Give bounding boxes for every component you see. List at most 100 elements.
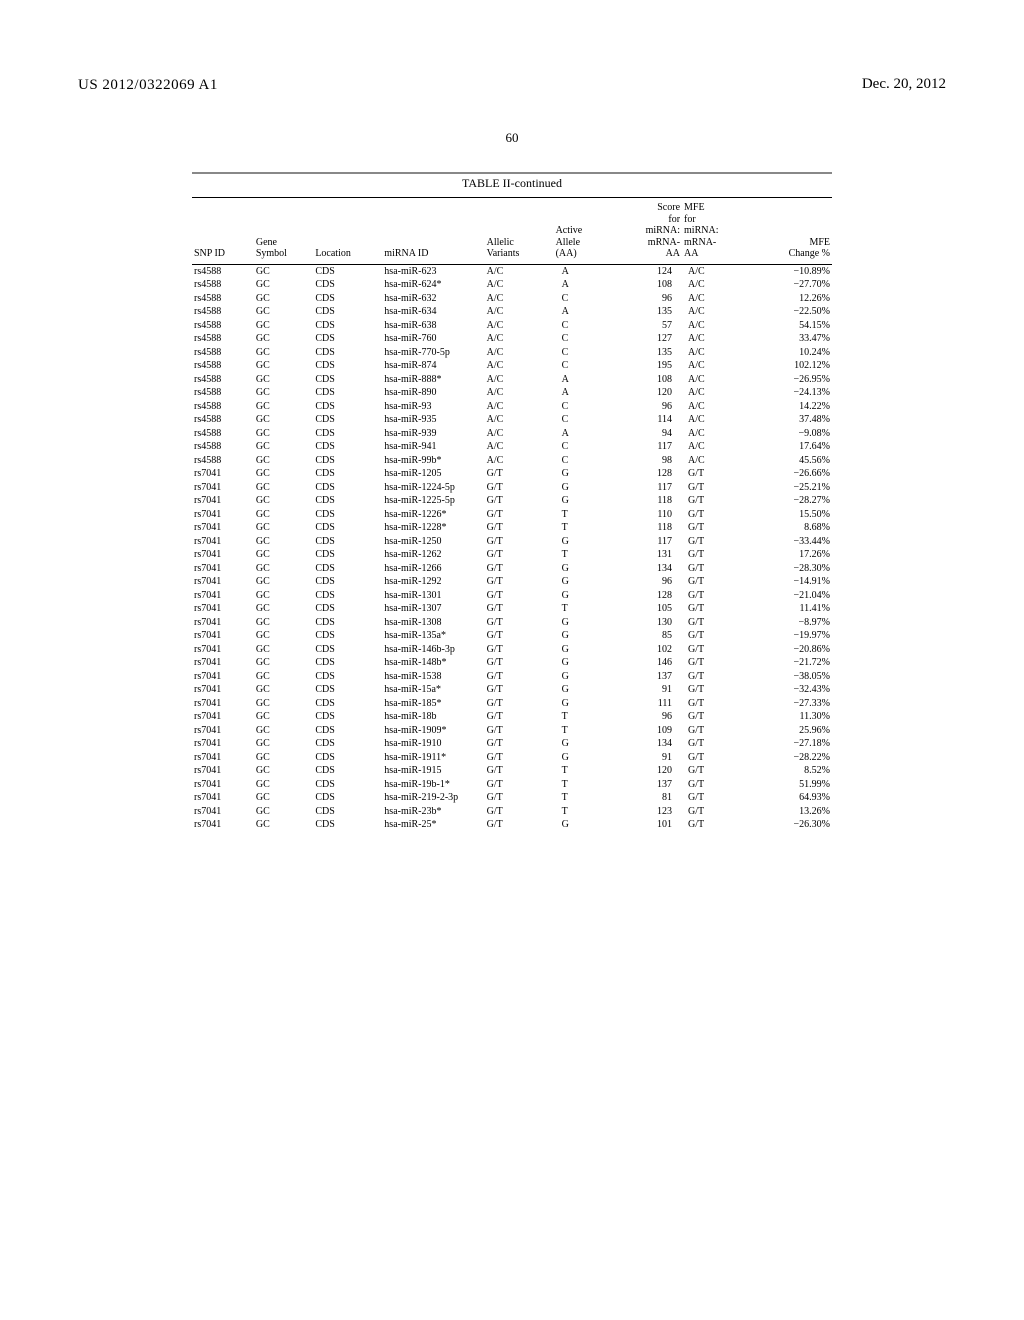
cell-score: 98 (615, 454, 682, 468)
cell-aa: A (554, 264, 616, 278)
cell-chg: −20.86% (749, 643, 832, 657)
table-row: rs4588GCCDShsa-miR-​623A/CA124A/C−10.89% (192, 264, 832, 278)
cell-mfe: G/T (682, 508, 749, 522)
cell-chg: −27.18% (749, 737, 832, 751)
table-row: rs4588GCCDShsa-miR-​638A/CC57A/C54.15% (192, 319, 832, 333)
cell-mirna: hsa-miR-​93 (382, 400, 484, 414)
cell-snp: rs7041 (192, 494, 254, 508)
cell-gene: GC (254, 413, 313, 427)
cell-aa: C (554, 400, 616, 414)
cell-mfe: G/T (682, 710, 749, 724)
cell-score: 110 (615, 508, 682, 522)
cell-score: 120 (615, 386, 682, 400)
cell-mirna: hsa-miR-​1224-5p (382, 481, 484, 495)
cell-snp: rs7041 (192, 818, 254, 832)
cell-var: G/T (485, 764, 554, 778)
cell-mirna: hsa-miR-​634 (382, 305, 484, 319)
cell-mfe: A/C (682, 278, 749, 292)
cell-snp: rs7041 (192, 562, 254, 576)
table-body: rs4588GCCDShsa-miR-​623A/CA124A/C−10.89%… (192, 264, 832, 832)
cell-chg: 45.56% (749, 454, 832, 468)
cell-mirna: hsa-miR-​1910 (382, 737, 484, 751)
cell-mfe: G/T (682, 562, 749, 576)
cell-aa: G (554, 589, 616, 603)
cell-score: 137 (615, 670, 682, 684)
cell-aa: T (554, 724, 616, 738)
cell-mirna: hsa-miR-​1266 (382, 562, 484, 576)
cell-aa: C (554, 440, 616, 454)
cell-chg: −33.44% (749, 535, 832, 549)
cell-score: 105 (615, 602, 682, 616)
table-row: rs7041GCCDShsa-miR-​1538G/TG137G/T−38.05… (192, 670, 832, 684)
cell-chg: 54.15% (749, 319, 832, 333)
cell-loc: CDS (313, 589, 382, 603)
cell-mfe: G/T (682, 697, 749, 711)
cell-var: G/T (485, 508, 554, 522)
cell-var: G/T (485, 481, 554, 495)
cell-aa: G (554, 643, 616, 657)
cell-var: A/C (485, 332, 554, 346)
cell-mirna: hsa-miR-​23b* (382, 805, 484, 819)
table-row: rs7041GCCDShsa-miR-​1205G/TG128G/T−26.66… (192, 467, 832, 481)
cell-gene: GC (254, 373, 313, 387)
table-row: rs4588GCCDShsa-miR-​93A/CC96A/C14.22% (192, 400, 832, 414)
cell-loc: CDS (313, 535, 382, 549)
cell-score: 96 (615, 710, 682, 724)
cell-gene: GC (254, 278, 313, 292)
cell-loc: CDS (313, 805, 382, 819)
cell-snp: rs4588 (192, 386, 254, 400)
cell-mfe: G/T (682, 764, 749, 778)
cell-chg: 17.64% (749, 440, 832, 454)
cell-var: G/T (485, 589, 554, 603)
cell-gene: GC (254, 697, 313, 711)
cell-chg: 51.99% (749, 778, 832, 792)
cell-gene: GC (254, 629, 313, 643)
cell-loc: CDS (313, 764, 382, 778)
page-header: US 2012/0322069 A1 Dec. 20, 2012 (0, 76, 1024, 94)
cell-mirna: hsa-miR-​1909* (382, 724, 484, 738)
cell-mirna: hsa-miR-​18b (382, 710, 484, 724)
table-row: rs7041GCCDShsa-miR-​1911*G/TG91G/T−28.22… (192, 751, 832, 765)
cell-score: 114 (615, 413, 682, 427)
cell-chg: −26.66% (749, 467, 832, 481)
cell-var: G/T (485, 575, 554, 589)
cell-aa: G (554, 616, 616, 630)
col-header-aa: ActiveAllele(AA) (554, 198, 616, 265)
cell-aa: A (554, 278, 616, 292)
cell-loc: CDS (313, 467, 382, 481)
cell-var: A/C (485, 427, 554, 441)
cell-score: 117 (615, 440, 682, 454)
cell-mfe: A/C (682, 386, 749, 400)
cell-mfe: A/C (682, 346, 749, 360)
cell-chg: 8.52% (749, 764, 832, 778)
cell-mirna: hsa-miR-​219-2-3p (382, 791, 484, 805)
data-table-container: TABLE II-continued SNP ID GeneSymbol Loc… (192, 172, 832, 832)
cell-mirna: hsa-miR-​1205 (382, 467, 484, 481)
cell-mirna: hsa-miR-​1292 (382, 575, 484, 589)
cell-score: 146 (615, 656, 682, 670)
cell-score: 195 (615, 359, 682, 373)
table-row: rs7041GCCDShsa-miR-​19b-1*G/TT137G/T51.9… (192, 778, 832, 792)
cell-snp: rs4588 (192, 264, 254, 278)
cell-score: 130 (615, 616, 682, 630)
cell-mfe: G/T (682, 737, 749, 751)
cell-loc: CDS (313, 508, 382, 522)
cell-snp: rs4588 (192, 400, 254, 414)
table-row: rs7041GCCDShsa-miR-​1262G/TT131G/T17.26% (192, 548, 832, 562)
cell-gene: GC (254, 548, 313, 562)
cell-loc: CDS (313, 791, 382, 805)
cell-mfe: G/T (682, 724, 749, 738)
cell-chg: 17.26% (749, 548, 832, 562)
cell-aa: C (554, 292, 616, 306)
cell-snp: rs4588 (192, 346, 254, 360)
cell-mirna: hsa-miR-​623 (382, 264, 484, 278)
cell-snp: rs7041 (192, 589, 254, 603)
table-row: rs7041GCCDShsa-miR-​1308G/TG130G/T−8.97% (192, 616, 832, 630)
cell-gene: GC (254, 737, 313, 751)
cell-aa: C (554, 319, 616, 333)
cell-loc: CDS (313, 454, 382, 468)
cell-mfe: G/T (682, 481, 749, 495)
table-row: rs7041GCCDShsa-miR-​146b-3pG/TG102G/T−20… (192, 643, 832, 657)
cell-snp: rs7041 (192, 548, 254, 562)
publication-id: US 2012/0322069 A1 (78, 77, 218, 93)
